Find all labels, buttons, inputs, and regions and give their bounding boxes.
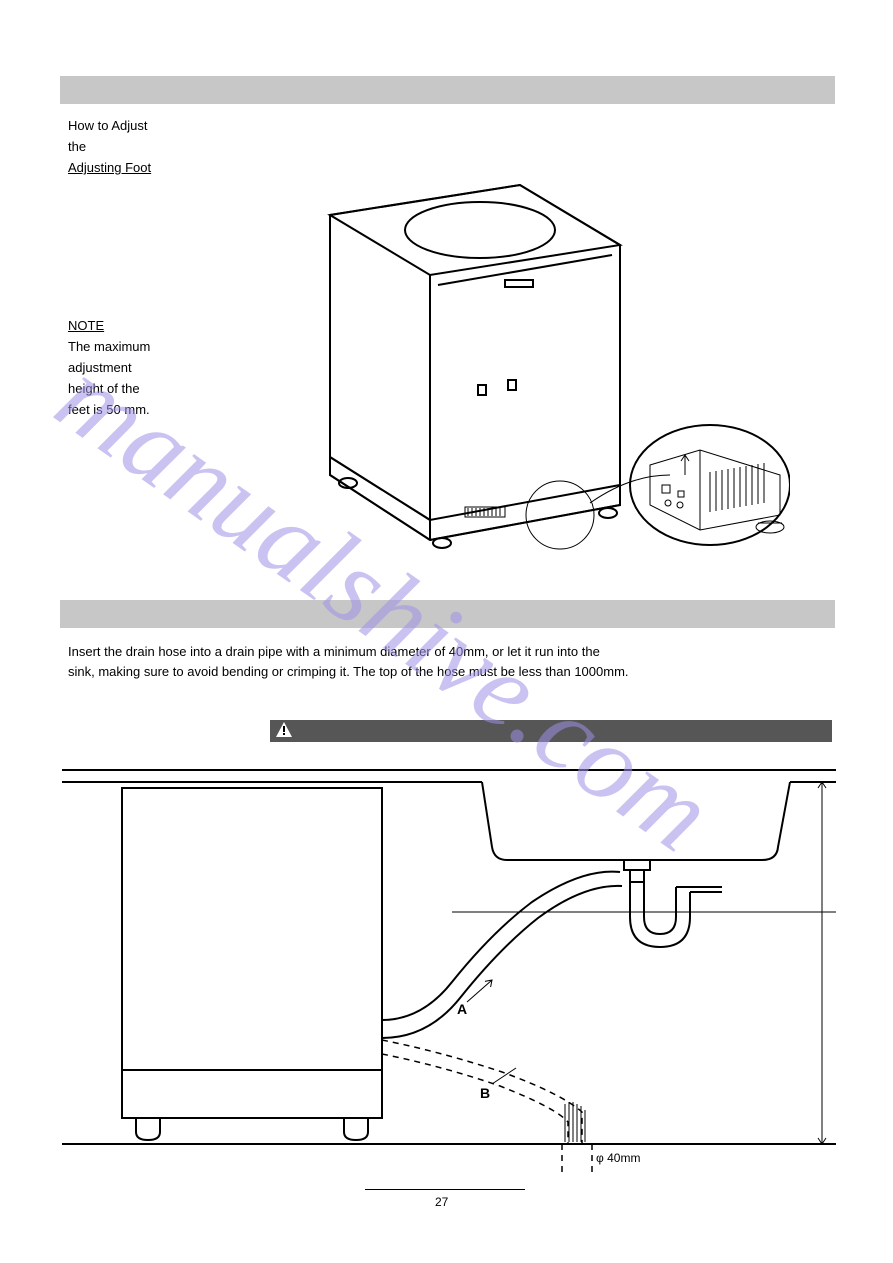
text-line: the — [68, 136, 233, 157]
label-phi: φ 40mm — [596, 1151, 640, 1165]
page-number: 27 — [435, 1195, 448, 1209]
text-line: NOTE — [68, 315, 233, 336]
label-b-letter: B — [480, 1085, 490, 1101]
text-line: Insert the drain hose into a drain pipe … — [68, 642, 828, 662]
diagram-drain-hose: A B φ 40mm — [62, 752, 836, 1172]
page-root: How to Adjust the Adjusting Foot NOTE Th… — [0, 0, 893, 1263]
warning-triangle-icon — [275, 721, 293, 739]
label-a-letter: A — [457, 1001, 467, 1017]
left-col-group-2: NOTE The maximum adjustment height of th… — [68, 315, 233, 420]
left-col-group-1: How to Adjust the Adjusting Foot — [68, 115, 233, 178]
section-divider-1 — [60, 76, 835, 104]
section-divider-2 — [60, 600, 835, 628]
text-line: sink, making sure to avoid bending or cr… — [68, 662, 828, 682]
text-line: How to Adjust — [68, 115, 233, 136]
text-line: adjustment — [68, 357, 233, 378]
text-line: height of the — [68, 378, 233, 399]
text-line: feet is 50 mm. — [68, 399, 233, 420]
drain-hose-paragraph: Insert the drain hose into a drain pipe … — [68, 642, 828, 682]
page-footer-rule — [365, 1189, 525, 1190]
text-line: The maximum — [68, 336, 233, 357]
text-line: Adjusting Foot — [68, 157, 233, 178]
warning-bar — [270, 720, 832, 742]
diagram-dishwasher-foot — [270, 175, 790, 575]
